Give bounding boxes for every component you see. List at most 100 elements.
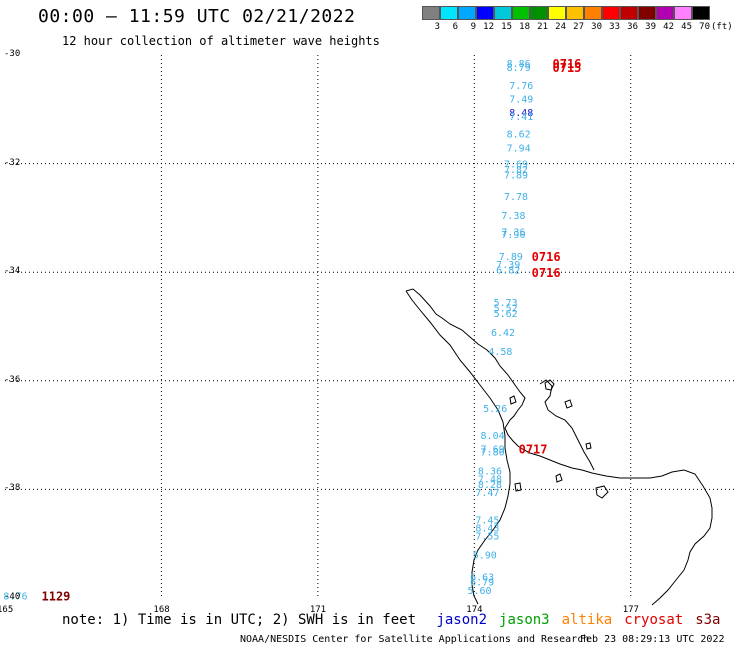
time-label: 0715: [553, 61, 582, 75]
x-tick-label: 171: [309, 605, 327, 615]
time-label: 0716: [532, 266, 561, 280]
island-small-1: [564, 399, 573, 409]
wave-height-value: 6.63: [470, 572, 494, 583]
colorbar-swatch: [566, 6, 584, 20]
colorbar-label: 21: [537, 22, 548, 32]
colorbar-labels: 3 6 9 12 15 18 21 24 27 30 33 36 39 42 45 70 (ft): [422, 22, 733, 32]
satellite-legend-cryosat: cryosat: [624, 612, 684, 628]
colorbar-label: 36: [627, 22, 638, 32]
colorbar-swatch: [602, 6, 620, 20]
wave-height-value: 6.82: [496, 265, 520, 276]
colorbar-label: 18: [519, 22, 530, 32]
colorbar-swatch: [656, 6, 674, 20]
colorbar-swatch: [512, 6, 530, 20]
wave-height-value: 7.69: [504, 160, 528, 171]
wave-height-value: 5.90: [473, 551, 497, 562]
colorbar-swatch: [494, 6, 512, 20]
wave-height-value: 5.60: [468, 586, 492, 597]
colorbar-label: 45: [681, 22, 692, 32]
wave-height-value: 8.79: [507, 63, 531, 74]
colorbar-label: 27: [573, 22, 584, 32]
colorbar-swatch: [692, 6, 710, 20]
colorbar-swatch: [458, 6, 476, 20]
wave-height-value: 7.41: [509, 112, 533, 123]
colorbar-label: 3: [434, 22, 440, 32]
colorbar-swatch: [584, 6, 602, 20]
map-subtitle: 12 hour collection of altimeter wave hei…: [62, 34, 380, 48]
time-label: 0716: [532, 250, 561, 264]
y-tick-label: -32: [4, 157, 21, 168]
colorbar-label: 6: [452, 22, 458, 32]
x-tick-label: 168: [153, 605, 170, 615]
footer-timestamp: Feb 23 08:29:13 UTC 2022: [580, 634, 725, 645]
wave-height-value: 7.49: [509, 94, 533, 105]
legend-note: note: 1) Time is in UTC; 2) SWH is in fe…: [62, 612, 417, 628]
satellite-legend-jason2: jason2: [436, 612, 488, 628]
colorbar-label: 24: [555, 22, 566, 32]
colorbar-swatch: [674, 6, 692, 20]
wave-height-value: 7.45: [475, 515, 499, 526]
wave-height-value: 6.42: [491, 328, 515, 339]
wave-height-value: 5.73: [494, 298, 518, 309]
colorbar-unit: (ft): [711, 22, 733, 32]
colorbar-label: 12: [483, 22, 494, 32]
wave-height-value: 5.26: [483, 404, 507, 415]
wave-height-value: 8.04: [481, 431, 505, 442]
wave-height-value: 7.39: [496, 260, 520, 271]
wave-height-value: 7.94: [507, 143, 531, 154]
y-tick-label: -40: [4, 592, 21, 602]
satellite-legend-altika: altika: [561, 612, 613, 628]
colorbar-swatch: [530, 6, 548, 20]
colorbar-label: 42: [663, 22, 674, 32]
wave-height-value: 7.55: [475, 532, 499, 543]
wave-height-value: 8.76: [3, 591, 27, 602]
wave-height-value: 5.62: [494, 309, 518, 320]
island-small-4: [585, 442, 592, 450]
time-label: 1129: [42, 589, 71, 603]
colorbar-label: 39: [645, 22, 656, 32]
wave-height-value: 8.62: [507, 130, 531, 141]
wave-height-value: 7.48: [478, 475, 502, 486]
wave-height-value: 7.80: [481, 447, 505, 458]
colorbar-label: 30: [591, 22, 602, 32]
time-label: 0716: [553, 57, 582, 71]
satellite-legend-s3a: s3a: [695, 612, 721, 628]
wave-height-value: 7.36: [501, 227, 525, 238]
wave-height-value: 7.82: [504, 165, 528, 176]
colorbar-swatch: [620, 6, 638, 20]
wave-height-value: 8.43: [475, 523, 499, 534]
colorbar-swatch: [440, 6, 458, 20]
grid-lines: [5, 55, 735, 598]
x-tick-label: 165: [0, 605, 14, 615]
colorbar-label: 9: [470, 22, 476, 32]
coromandel-coastline: [539, 379, 595, 471]
colorbar-label: 15: [501, 22, 512, 32]
colorbar-swatch: [548, 6, 566, 20]
wave-height-value: 7.90: [501, 230, 525, 241]
wave-height-value: 7.89: [499, 252, 523, 263]
satellite-legend-jason3: jason3: [499, 612, 550, 628]
wave-height-value: 7.38: [501, 211, 525, 222]
colorbar: [422, 6, 710, 20]
wave-height-value: 8.48: [509, 108, 533, 119]
y-tick-label: -34: [4, 266, 21, 277]
wave-height-value: 8.36: [478, 466, 502, 477]
map-title: 00:00 – 11:59 UTC 02/21/2022: [38, 6, 356, 27]
footer-credit: NOAA/NESDIS Center for Satellite Applica…: [240, 634, 590, 645]
island-great-barrier: [544, 379, 555, 391]
wave-height-value: 5.52: [494, 303, 518, 314]
y-tick-label: -36: [4, 374, 21, 385]
colorbar-label: 70: [699, 22, 710, 32]
legend: note: 1) Time is in UTC; 2) SWH is in fe…: [62, 612, 729, 628]
colorbar-swatch: [638, 6, 656, 20]
wave-height-value: 7.47: [475, 488, 499, 499]
wave-height-value: 8.86: [507, 59, 531, 70]
island-small-3: [555, 473, 563, 483]
colorbar-swatch: [476, 6, 494, 20]
wave-height-value: 7.78: [504, 192, 528, 203]
wave-height-value: 6.79: [470, 578, 494, 589]
wave-height-value: 7.69: [481, 445, 505, 456]
island-small-2: [595, 485, 609, 499]
